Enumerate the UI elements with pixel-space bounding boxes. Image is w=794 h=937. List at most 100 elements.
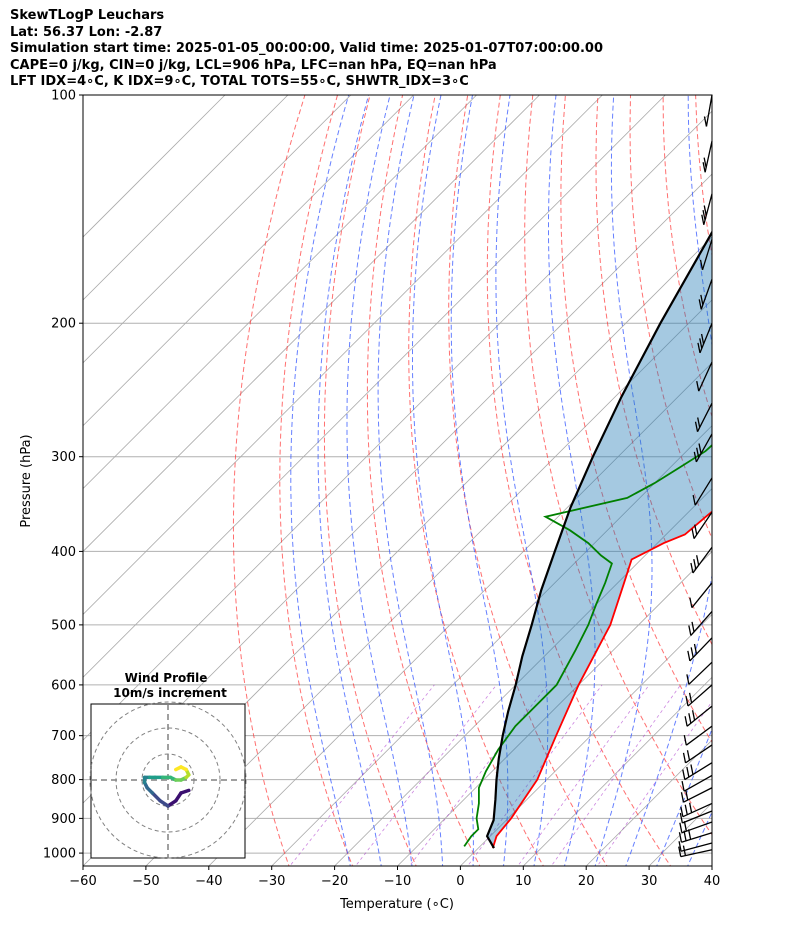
wind-barb-staff xyxy=(680,842,713,852)
wind-barb xyxy=(680,787,713,803)
dry-adiabat xyxy=(761,95,794,869)
y-tick-label: 500 xyxy=(51,618,76,633)
wind-barb-flag xyxy=(693,643,698,655)
wind-barb-flag xyxy=(699,338,703,349)
hodograph-segment xyxy=(174,765,183,772)
y-tick-label: 900 xyxy=(51,812,76,827)
moist-adiabat xyxy=(656,727,712,866)
skewt-grid xyxy=(83,78,794,869)
wind-barb-flag xyxy=(692,495,696,506)
moist-adiabat xyxy=(377,95,444,866)
wind-barb xyxy=(703,94,713,127)
x-tick-label: −50 xyxy=(132,874,159,889)
x-tick-label: −30 xyxy=(258,874,285,889)
wind-barb-flag xyxy=(699,259,704,270)
moist-adiabat xyxy=(346,95,413,866)
wind-barb-flag xyxy=(681,781,685,792)
wind-barb xyxy=(685,684,713,707)
wind-barb-staff xyxy=(705,94,713,127)
wind-barb-flag xyxy=(697,342,701,353)
wind-barb xyxy=(687,637,713,662)
x-tick-label: 10 xyxy=(515,874,532,889)
dry-adiabat xyxy=(524,95,712,836)
dewpoint-line xyxy=(463,444,712,847)
moist-adiabat xyxy=(717,78,794,869)
y-tick-label: 1000 xyxy=(43,847,76,862)
wind-barb-flag xyxy=(690,647,694,658)
wind-barb xyxy=(698,279,713,310)
wind-barb-flag xyxy=(702,162,706,173)
moist-adiabat xyxy=(317,95,382,866)
x-tick-label: 30 xyxy=(641,874,658,889)
x-tick-label: −10 xyxy=(384,874,411,889)
x-tick-label: 0 xyxy=(456,874,464,889)
isotherm-line xyxy=(397,550,712,866)
wind-barb xyxy=(678,845,713,858)
wind-barb-flag xyxy=(679,822,683,833)
mixing-ratio-line xyxy=(550,684,681,866)
x-tick-label: 40 xyxy=(704,874,721,889)
wind-barb-flag xyxy=(700,333,705,345)
wind-barb-flag xyxy=(703,205,707,216)
wind-barb-flag xyxy=(690,764,694,775)
profile-lines xyxy=(463,230,712,849)
y-tick-label: 700 xyxy=(51,729,76,744)
temperature-line xyxy=(491,510,712,849)
title-station: SkewTLogP Leuchars xyxy=(10,8,165,23)
wind-barb xyxy=(701,193,713,225)
wind-barb-flag xyxy=(684,804,688,815)
wind-barb xyxy=(679,821,713,834)
wind-barb xyxy=(681,774,713,792)
wind-barb xyxy=(684,705,713,727)
mixing-ratio-line xyxy=(596,700,712,866)
moist-adiabat xyxy=(548,95,596,866)
title-times: Simulation start time: 2025-01-05_00:00:… xyxy=(10,41,603,56)
y-tick-label: 600 xyxy=(51,678,76,693)
wind-barb-flag xyxy=(685,695,689,707)
mixing-ratio-line xyxy=(467,684,603,866)
isotherm-line xyxy=(83,95,289,301)
wind-barb xyxy=(679,810,713,824)
wind-barb xyxy=(691,511,713,539)
hodograph-segment xyxy=(150,791,162,803)
parcel-shade-area xyxy=(487,232,712,849)
wind-barb-staff xyxy=(701,239,713,271)
wind-barb-flag xyxy=(693,451,697,463)
wind-barb-flag xyxy=(698,443,702,454)
dry-adiabat xyxy=(560,95,712,744)
wind-barb xyxy=(697,322,713,354)
wind-barb xyxy=(682,762,713,781)
y-tick-label: 100 xyxy=(51,89,76,104)
wind-barb xyxy=(692,477,713,506)
wind-barb-staff xyxy=(687,684,713,707)
wind-barb xyxy=(680,802,713,818)
wind-barb xyxy=(683,725,713,746)
wind-barb xyxy=(693,433,713,463)
wind-barb-flag xyxy=(678,846,682,857)
hodograph-inset: Wind Profile 10m/s increment xyxy=(89,671,247,859)
wind-barbs xyxy=(678,94,713,858)
wind-barb xyxy=(678,841,713,852)
isotherm-line xyxy=(83,95,540,553)
isotherm-line xyxy=(83,110,712,741)
wind-barb-flag xyxy=(680,806,684,817)
y-tick-label: 400 xyxy=(51,545,76,560)
isotherm-line xyxy=(460,613,712,866)
wind-barb-flag xyxy=(688,802,693,813)
wind-barb-flag xyxy=(683,830,687,841)
moist-adiabat xyxy=(450,95,509,866)
wind-barb xyxy=(694,402,713,433)
wind-barb-flag xyxy=(701,214,705,225)
isotherm-line xyxy=(208,362,712,866)
x-axis-label: Temperature (∘C) xyxy=(339,897,454,912)
dry-adiabat xyxy=(279,95,354,866)
wind-barb-flag xyxy=(686,750,691,761)
chart-title-block: SkewTLogP Leuchars Lat: 56.37 Lon: -2.87… xyxy=(10,8,603,91)
x-tick-label: −20 xyxy=(321,874,348,889)
wind-barb-flag xyxy=(680,792,685,803)
wind-barb-flag xyxy=(691,710,696,721)
isotherm-line xyxy=(83,95,226,238)
wind-barb-flag xyxy=(686,674,690,685)
isotherm-line xyxy=(83,95,352,364)
wind-barb-flag xyxy=(696,555,700,566)
